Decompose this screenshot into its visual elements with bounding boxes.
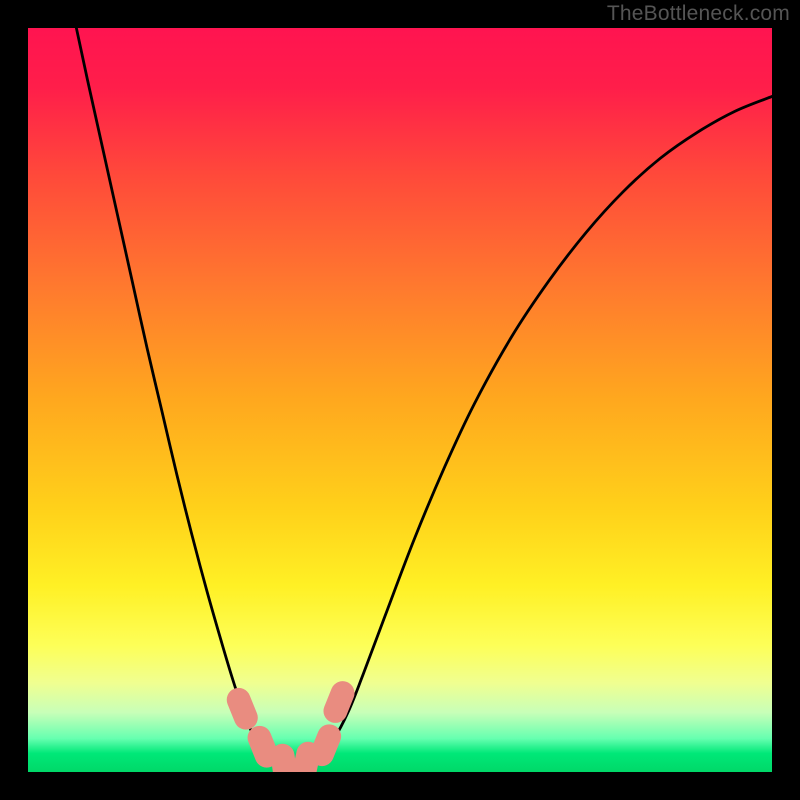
stage: TheBottleneck.com xyxy=(0,0,800,800)
plot-area xyxy=(28,28,772,772)
curve-layer xyxy=(28,28,772,772)
bottleneck-curve xyxy=(76,28,772,770)
watermark-text: TheBottleneck.com xyxy=(607,2,790,26)
curve-marker xyxy=(223,684,261,733)
